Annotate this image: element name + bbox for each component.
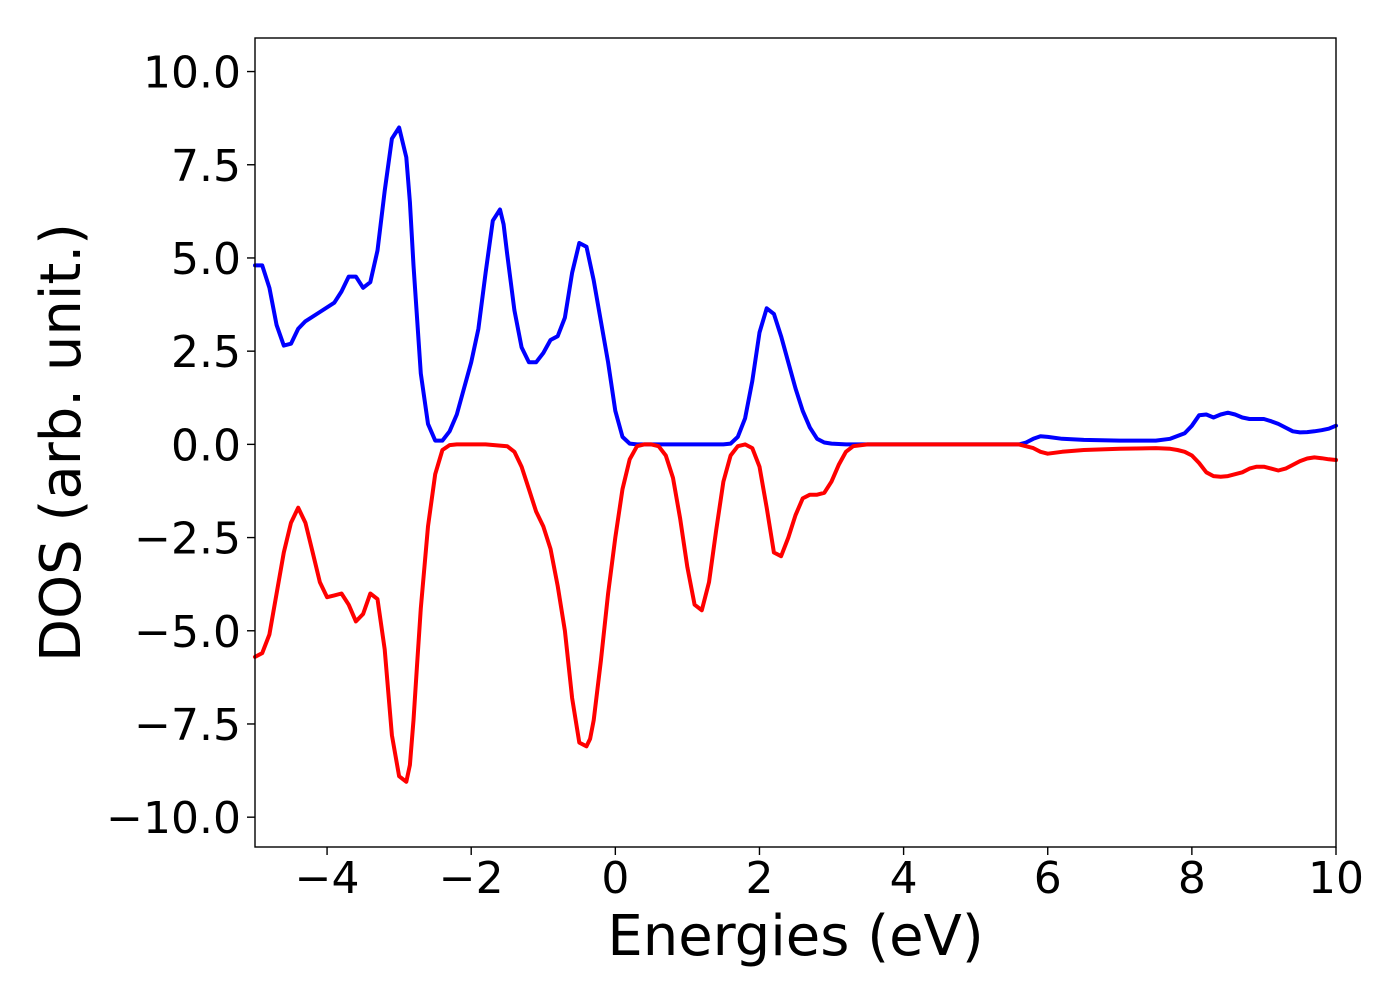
- y-tick-label: −7.5: [134, 700, 241, 751]
- x-tick-label: 8: [1178, 853, 1206, 904]
- x-tick-label: −2: [439, 853, 504, 904]
- plot-frame: [254, 37, 1337, 848]
- y-axis: 10.0 7.5 5.0 2.5 0.0 −2.5 −5.0 −7.5 −10.0: [106, 48, 255, 844]
- y-tick-label: 10.0: [143, 48, 241, 99]
- series-layer: [253, 125, 1338, 784]
- x-axis-title: Energies (eV): [607, 904, 983, 969]
- y-tick-label: −2.5: [134, 514, 241, 565]
- x-tick-label: 10: [1308, 853, 1364, 904]
- x-tick-label: 2: [745, 853, 773, 904]
- x-tick-label: 0: [601, 853, 629, 904]
- x-tick-label: 6: [1034, 853, 1062, 904]
- x-tick-label: −4: [295, 853, 360, 904]
- y-tick-label: 0.0: [171, 420, 241, 471]
- y-tick-label: 2.5: [171, 327, 241, 378]
- series-line-1: [253, 125, 1338, 447]
- y-tick-label: 5.0: [171, 234, 241, 285]
- y-tick-label: −10.0: [106, 793, 241, 844]
- x-tick-label: 4: [890, 853, 918, 904]
- y-tick-label: −5.0: [134, 607, 241, 658]
- y-axis-title: DOS (arb. unit.): [29, 223, 94, 662]
- series-line-2: [253, 442, 1338, 784]
- y-tick-label: 7.5: [171, 141, 241, 192]
- x-axis: −4 −2 0 2 4 6 8 10: [295, 847, 1364, 904]
